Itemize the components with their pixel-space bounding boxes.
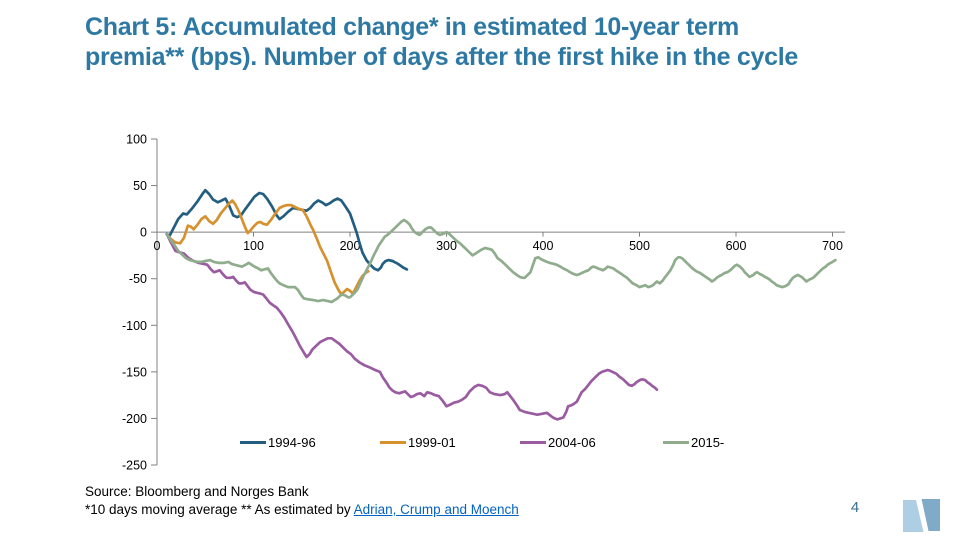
x-tick-label: 700 bbox=[822, 239, 843, 253]
legend-swatch-1999-01 bbox=[380, 441, 406, 444]
legend-swatch-1994-96 bbox=[240, 441, 266, 444]
legend-item-2004-06: 2004-06 bbox=[520, 435, 596, 450]
norges-bank-logo bbox=[903, 499, 940, 532]
legend-label-1999-01: 1999-01 bbox=[408, 435, 456, 450]
legend-label-2015-: 2015- bbox=[691, 435, 725, 450]
x-tick-label: 200 bbox=[340, 239, 361, 253]
footnote-text: *10 days moving average ** As estimated … bbox=[85, 501, 354, 517]
x-tick-label: 500 bbox=[629, 239, 650, 253]
logo-right-shape bbox=[921, 499, 940, 531]
series-line-1994-96 bbox=[165, 188, 409, 272]
reference-link[interactable]: Adrian, Crump and Moench bbox=[353, 501, 519, 517]
legend-item-1999-01: 1999-01 bbox=[380, 435, 456, 450]
slide-title-line-1: Chart 5: Accumulated change* in estimate… bbox=[85, 13, 739, 41]
y-tick-label: -50 bbox=[129, 272, 147, 286]
footer-notes: Source: Bloomberg and Norges Bank *10 da… bbox=[85, 483, 519, 519]
legend-item-1994-96: 1994-96 bbox=[240, 435, 316, 450]
x-tick-label: 600 bbox=[726, 239, 747, 253]
slide-title-line-2: premia** (bps). Number of days after the… bbox=[85, 43, 798, 71]
y-tick-label: 100 bbox=[126, 133, 147, 147]
legend-label-1994-96: 1994-96 bbox=[268, 435, 316, 450]
chart-legend: 1994-96 1999-01 2004-06 2015- bbox=[0, 435, 960, 453]
slide-title: Chart 5: Accumulated change* in estimate… bbox=[85, 12, 925, 72]
logo-left-shape bbox=[903, 500, 924, 532]
source-line: Source: Bloomberg and Norges Bank bbox=[85, 484, 309, 499]
legend-swatch-2015- bbox=[663, 441, 689, 444]
legend-item-2015-: 2015- bbox=[663, 435, 724, 450]
y-tick-label: -150 bbox=[122, 365, 147, 379]
series-line-1999-01 bbox=[165, 199, 370, 296]
y-tick-label: -250 bbox=[122, 459, 147, 473]
footnote-line: *10 days moving average ** As estimated … bbox=[85, 501, 519, 519]
x-tick-label: 400 bbox=[533, 239, 554, 253]
x-tick-label: 0 bbox=[154, 239, 161, 253]
y-tick-label: -200 bbox=[122, 412, 147, 426]
series-line-2004-06 bbox=[165, 232, 659, 421]
y-tick-label: 50 bbox=[133, 179, 147, 193]
y-tick-label: 0 bbox=[140, 226, 147, 240]
legend-label-2004-06: 2004-06 bbox=[548, 435, 596, 450]
series-line-2015- bbox=[165, 218, 837, 304]
y-tick-label: -100 bbox=[122, 319, 147, 333]
page-number: 4 bbox=[850, 499, 860, 516]
legend-swatch-2004-06 bbox=[520, 441, 546, 444]
x-tick-label: 300 bbox=[436, 239, 457, 253]
x-tick-label: 100 bbox=[243, 239, 264, 253]
